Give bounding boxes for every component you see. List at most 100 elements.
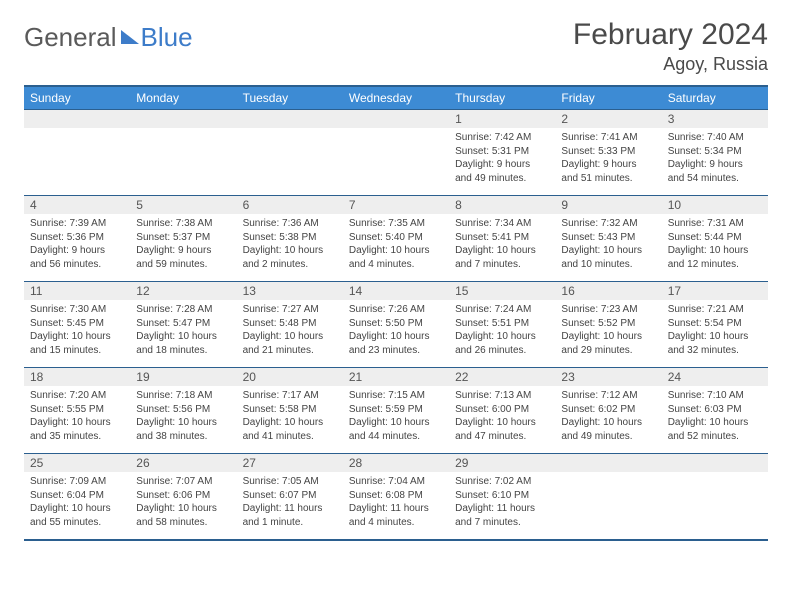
day-cell	[343, 110, 449, 196]
day-number: 1	[449, 110, 555, 128]
sunrise-line: Sunrise: 7:28 AM	[136, 303, 230, 317]
sunrise-line: Sunrise: 7:35 AM	[349, 217, 443, 231]
day-cell	[130, 110, 236, 196]
day-number: 14	[343, 282, 449, 300]
empty-day-number	[130, 110, 236, 128]
day-header: Friday	[555, 86, 661, 110]
day-cell: 9Sunrise: 7:32 AMSunset: 5:43 PMDaylight…	[555, 196, 661, 282]
day-cell: 12Sunrise: 7:28 AMSunset: 5:47 PMDayligh…	[130, 282, 236, 368]
daylight-line-2: and 7 minutes.	[455, 258, 549, 272]
day-body: Sunrise: 7:34 AMSunset: 5:41 PMDaylight:…	[449, 214, 555, 274]
day-body: Sunrise: 7:32 AMSunset: 5:43 PMDaylight:…	[555, 214, 661, 274]
daylight-line-2: and 52 minutes.	[668, 430, 762, 444]
daylight-line-1: Daylight: 9 hours	[455, 158, 549, 172]
daylight-line-1: Daylight: 10 hours	[455, 416, 549, 430]
daylight-line-2: and 32 minutes.	[668, 344, 762, 358]
day-body: Sunrise: 7:12 AMSunset: 6:02 PMDaylight:…	[555, 386, 661, 446]
daylight-line-2: and 49 minutes.	[455, 172, 549, 186]
day-cell: 4Sunrise: 7:39 AMSunset: 5:36 PMDaylight…	[24, 196, 130, 282]
day-body: Sunrise: 7:35 AMSunset: 5:40 PMDaylight:…	[343, 214, 449, 274]
day-cell: 22Sunrise: 7:13 AMSunset: 6:00 PMDayligh…	[449, 368, 555, 454]
sunrise-line: Sunrise: 7:42 AM	[455, 131, 549, 145]
daylight-line-2: and 15 minutes.	[30, 344, 124, 358]
day-number: 6	[237, 196, 343, 214]
sunset-line: Sunset: 5:51 PM	[455, 317, 549, 331]
day-number: 20	[237, 368, 343, 386]
daylight-line-2: and 44 minutes.	[349, 430, 443, 444]
day-body: Sunrise: 7:30 AMSunset: 5:45 PMDaylight:…	[24, 300, 130, 360]
sunset-line: Sunset: 5:47 PM	[136, 317, 230, 331]
daylight-line-2: and 56 minutes.	[30, 258, 124, 272]
day-cell	[237, 110, 343, 196]
daylight-line-1: Daylight: 10 hours	[30, 502, 124, 516]
daylight-line-2: and 51 minutes.	[561, 172, 655, 186]
day-body: Sunrise: 7:20 AMSunset: 5:55 PMDaylight:…	[24, 386, 130, 446]
day-cell	[24, 110, 130, 196]
daylight-line-1: Daylight: 11 hours	[349, 502, 443, 516]
day-body: Sunrise: 7:36 AMSunset: 5:38 PMDaylight:…	[237, 214, 343, 274]
daylight-line-2: and 59 minutes.	[136, 258, 230, 272]
daylight-line-1: Daylight: 10 hours	[668, 244, 762, 258]
sunset-line: Sunset: 5:58 PM	[243, 403, 337, 417]
sunset-line: Sunset: 6:03 PM	[668, 403, 762, 417]
day-body: Sunrise: 7:23 AMSunset: 5:52 PMDaylight:…	[555, 300, 661, 360]
sunrise-line: Sunrise: 7:24 AM	[455, 303, 549, 317]
sunset-line: Sunset: 5:33 PM	[561, 145, 655, 159]
sunset-line: Sunset: 5:34 PM	[668, 145, 762, 159]
daylight-line-1: Daylight: 11 hours	[243, 502, 337, 516]
sunset-line: Sunset: 6:10 PM	[455, 489, 549, 503]
day-number: 23	[555, 368, 661, 386]
day-number: 10	[662, 196, 768, 214]
day-number: 5	[130, 196, 236, 214]
logo: General Blue	[24, 18, 193, 53]
day-cell: 2Sunrise: 7:41 AMSunset: 5:33 PMDaylight…	[555, 110, 661, 196]
day-cell: 13Sunrise: 7:27 AMSunset: 5:48 PMDayligh…	[237, 282, 343, 368]
day-cell: 16Sunrise: 7:23 AMSunset: 5:52 PMDayligh…	[555, 282, 661, 368]
day-body: Sunrise: 7:40 AMSunset: 5:34 PMDaylight:…	[662, 128, 768, 188]
week-row: 1Sunrise: 7:42 AMSunset: 5:31 PMDaylight…	[24, 110, 768, 196]
day-cell: 18Sunrise: 7:20 AMSunset: 5:55 PMDayligh…	[24, 368, 130, 454]
daylight-line-2: and 49 minutes.	[561, 430, 655, 444]
daylight-line-2: and 55 minutes.	[30, 516, 124, 530]
day-body: Sunrise: 7:27 AMSunset: 5:48 PMDaylight:…	[237, 300, 343, 360]
sunrise-line: Sunrise: 7:41 AM	[561, 131, 655, 145]
daylight-line-2: and 18 minutes.	[136, 344, 230, 358]
day-number: 12	[130, 282, 236, 300]
page-header: General Blue February 2024 Agoy, Russia	[24, 18, 768, 75]
daylight-line-1: Daylight: 10 hours	[349, 330, 443, 344]
day-cell: 23Sunrise: 7:12 AMSunset: 6:02 PMDayligh…	[555, 368, 661, 454]
day-number: 4	[24, 196, 130, 214]
logo-text-general: General	[24, 22, 117, 53]
day-number: 22	[449, 368, 555, 386]
day-number: 28	[343, 454, 449, 472]
sunrise-line: Sunrise: 7:21 AM	[668, 303, 762, 317]
sunrise-line: Sunrise: 7:04 AM	[349, 475, 443, 489]
day-body: Sunrise: 7:15 AMSunset: 5:59 PMDaylight:…	[343, 386, 449, 446]
day-cell: 26Sunrise: 7:07 AMSunset: 6:06 PMDayligh…	[130, 454, 236, 540]
day-number: 29	[449, 454, 555, 472]
daylight-line-2: and 26 minutes.	[455, 344, 549, 358]
daylight-line-1: Daylight: 10 hours	[30, 330, 124, 344]
day-body: Sunrise: 7:07 AMSunset: 6:06 PMDaylight:…	[130, 472, 236, 532]
day-cell: 10Sunrise: 7:31 AMSunset: 5:44 PMDayligh…	[662, 196, 768, 282]
sunset-line: Sunset: 5:59 PM	[349, 403, 443, 417]
day-cell	[662, 454, 768, 540]
daylight-line-2: and 29 minutes.	[561, 344, 655, 358]
day-body: Sunrise: 7:04 AMSunset: 6:08 PMDaylight:…	[343, 472, 449, 532]
daylight-line-2: and 4 minutes.	[349, 516, 443, 530]
sunset-line: Sunset: 6:00 PM	[455, 403, 549, 417]
daylight-line-2: and 47 minutes.	[455, 430, 549, 444]
sunrise-line: Sunrise: 7:23 AM	[561, 303, 655, 317]
day-header: Saturday	[662, 86, 768, 110]
daylight-line-2: and 21 minutes.	[243, 344, 337, 358]
day-cell: 27Sunrise: 7:05 AMSunset: 6:07 PMDayligh…	[237, 454, 343, 540]
daylight-line-1: Daylight: 10 hours	[455, 330, 549, 344]
sunrise-line: Sunrise: 7:05 AM	[243, 475, 337, 489]
day-header: Thursday	[449, 86, 555, 110]
sunrise-line: Sunrise: 7:17 AM	[243, 389, 337, 403]
sunset-line: Sunset: 5:55 PM	[30, 403, 124, 417]
title-block: February 2024 Agoy, Russia	[573, 18, 768, 75]
day-body: Sunrise: 7:38 AMSunset: 5:37 PMDaylight:…	[130, 214, 236, 274]
day-number: 16	[555, 282, 661, 300]
daylight-line-1: Daylight: 10 hours	[243, 416, 337, 430]
